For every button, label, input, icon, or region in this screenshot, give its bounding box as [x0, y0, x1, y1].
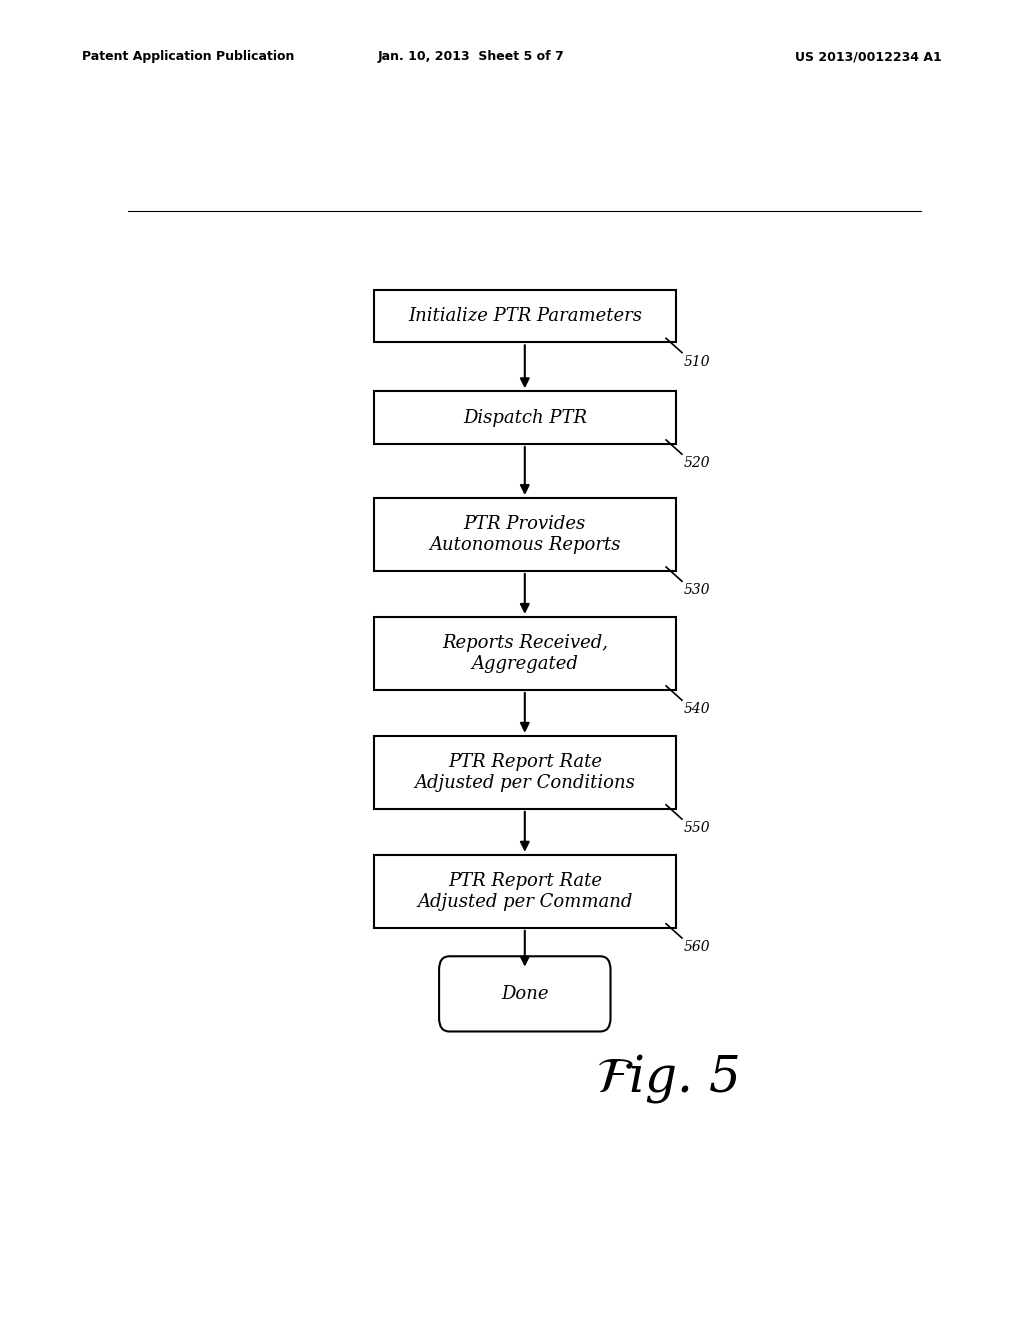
- FancyBboxPatch shape: [374, 735, 676, 809]
- Text: PTR Report Rate
Adjusted per Command: PTR Report Rate Adjusted per Command: [417, 871, 633, 911]
- FancyBboxPatch shape: [374, 498, 676, 572]
- Text: Dispatch PTR: Dispatch PTR: [463, 409, 587, 426]
- Text: Done: Done: [501, 985, 549, 1003]
- Text: 510: 510: [684, 355, 711, 368]
- Text: Initialize PTR Parameters: Initialize PTR Parameters: [408, 308, 642, 325]
- FancyBboxPatch shape: [374, 289, 676, 342]
- Text: PTR Provides
Autonomous Reports: PTR Provides Autonomous Reports: [429, 515, 621, 554]
- Text: 520: 520: [684, 457, 711, 470]
- Text: Jan. 10, 2013  Sheet 5 of 7: Jan. 10, 2013 Sheet 5 of 7: [378, 50, 564, 63]
- Text: US 2013/0012234 A1: US 2013/0012234 A1: [796, 50, 942, 63]
- Text: 530: 530: [684, 583, 711, 597]
- Text: Reports Received,
Aggregated: Reports Received, Aggregated: [441, 634, 608, 673]
- Text: Patent Application Publication: Patent Application Publication: [82, 50, 294, 63]
- FancyBboxPatch shape: [374, 391, 676, 444]
- FancyBboxPatch shape: [374, 616, 676, 690]
- Text: PTR Report Rate
Adjusted per Conditions: PTR Report Rate Adjusted per Conditions: [415, 752, 635, 792]
- Text: 550: 550: [684, 821, 711, 836]
- FancyBboxPatch shape: [439, 956, 610, 1031]
- Text: 560: 560: [684, 940, 711, 954]
- FancyBboxPatch shape: [374, 854, 676, 928]
- Text: 540: 540: [684, 702, 711, 717]
- Text: $\mathcal{F}$ig. 5: $\mathcal{F}$ig. 5: [596, 1052, 739, 1105]
